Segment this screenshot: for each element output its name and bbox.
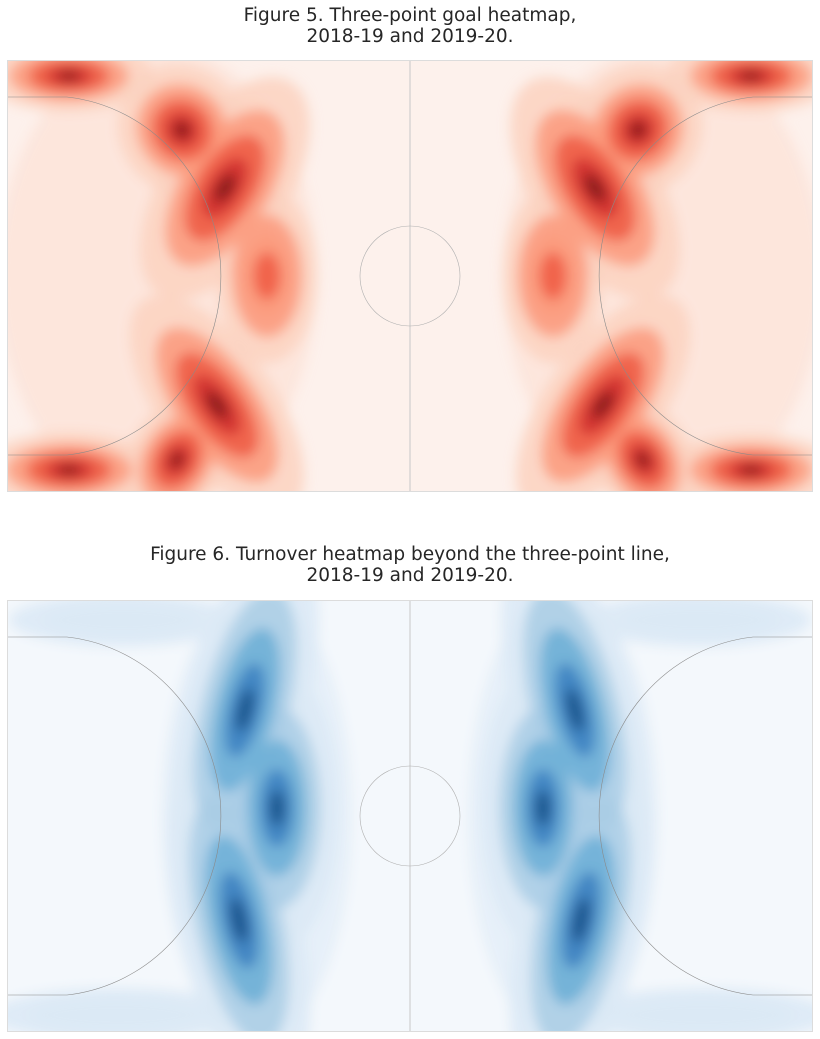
heatmap-court xyxy=(7,60,813,492)
court-border xyxy=(7,600,813,1032)
heatmap-hotspot xyxy=(58,71,80,81)
chart-title-line-2: 2018-19 and 2019-20. xyxy=(306,565,514,586)
three-point-arc-right xyxy=(598,96,813,456)
heatmap-hotspot xyxy=(539,252,567,300)
heatmap-hotspot xyxy=(591,391,615,419)
three-point-arc-left xyxy=(7,96,222,456)
heatmap-hotspot xyxy=(613,996,793,1032)
heatmap-hotspot xyxy=(565,688,585,732)
three-point-arc-left xyxy=(7,636,222,996)
heatmap-hotspot xyxy=(229,897,249,943)
heatmap-hotspot xyxy=(636,452,650,468)
heatmap-hotspot xyxy=(253,252,281,300)
heatmap-hotspot xyxy=(173,121,191,139)
heatmap-hotspot xyxy=(535,789,551,827)
heatmap-hotspot xyxy=(740,71,762,81)
heatmap-hotspot xyxy=(629,121,647,139)
heatmap-hotspot xyxy=(740,465,762,475)
heatmap-hotspot xyxy=(584,173,606,203)
heatmap-court xyxy=(7,600,813,1032)
chart-title-line-1: Figure 6. Turnover heatmap beyond the th… xyxy=(150,544,670,565)
heatmap-hotspot xyxy=(205,391,229,419)
heatmap-hotspot xyxy=(571,897,591,943)
heatmap-hotspot xyxy=(27,996,207,1032)
heatmap-hotspot xyxy=(618,601,778,639)
chart-title-line-1: Figure 5. Three-point goal heatmap, xyxy=(243,5,577,26)
chart-title: Figure 5. Three-point goal heatmap, 2018… xyxy=(0,5,820,47)
heatmap-hotspot xyxy=(42,601,202,639)
heatmap-hotspot xyxy=(269,789,285,827)
center-circle xyxy=(359,225,461,327)
court-border xyxy=(7,60,813,492)
heatmap-hotspot xyxy=(214,173,236,203)
three-point-arc-right xyxy=(598,636,813,996)
center-circle xyxy=(359,765,461,867)
heatmap-hotspot xyxy=(170,452,184,468)
chart-title: Figure 6. Turnover heatmap beyond the th… xyxy=(0,544,820,586)
chart-title-line-2: 2018-19 and 2019-20. xyxy=(306,26,514,47)
heatmap-hotspot xyxy=(235,688,255,732)
heatmap-hotspot xyxy=(57,465,81,475)
